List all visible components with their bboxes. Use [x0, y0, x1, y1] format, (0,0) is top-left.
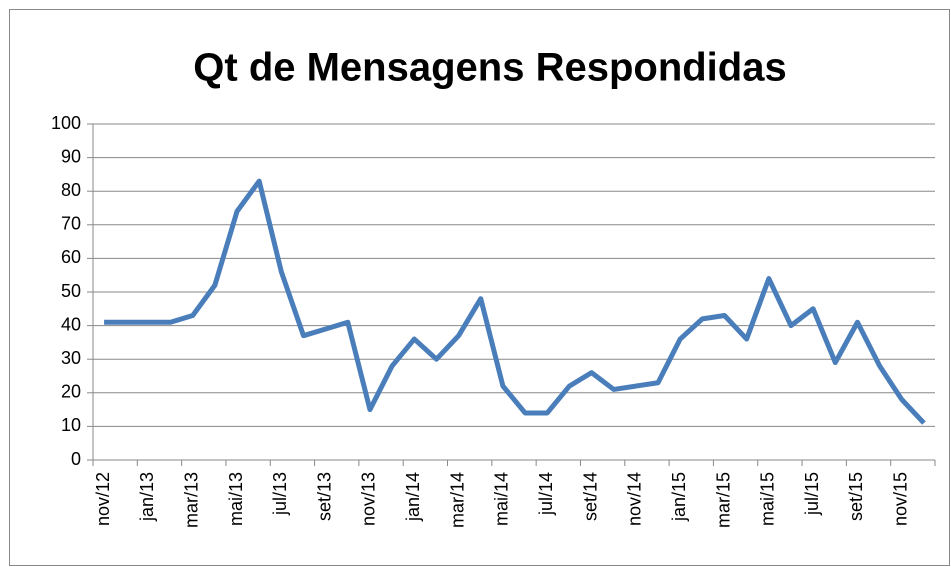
y-tick-label: 100 [51, 113, 81, 133]
x-tick-label: nov/13 [359, 472, 379, 526]
x-tick-label: jan/15 [669, 472, 689, 522]
x-tick-label: mar/13 [181, 472, 201, 528]
x-tick-label: mar/15 [713, 472, 733, 528]
x-tick-label: nov/14 [625, 472, 645, 526]
x-tick-label: nov/12 [93, 472, 113, 526]
x-tick-label: mar/14 [447, 472, 467, 528]
x-tick-label: set/15 [846, 472, 866, 521]
line-series [104, 178, 926, 425]
y-tick-label: 60 [61, 247, 81, 267]
x-tick-label: mai/13 [226, 472, 246, 526]
y-tick-label: 40 [61, 314, 81, 334]
x-tick-label: jul/13 [270, 472, 290, 516]
x-tick-label: set/13 [314, 472, 334, 521]
x-tick-label: set/14 [580, 472, 600, 521]
chart-title: Qt de Mensagens Respondidas [193, 46, 786, 90]
y-tick-label: 50 [61, 281, 81, 301]
y-tick-label: 20 [61, 382, 81, 402]
x-tick-label: jan/13 [137, 472, 157, 522]
x-tick-label: jul/14 [536, 472, 556, 516]
y-tick-label: 10 [61, 415, 81, 435]
x-tick-label: nov/15 [891, 472, 911, 526]
x-tick-label: jan/14 [403, 472, 423, 522]
chart-border [9, 9, 950, 566]
y-tick-label: 80 [61, 180, 81, 200]
y-tick-label: 70 [61, 214, 81, 234]
x-tick-label: mai/14 [492, 472, 512, 526]
y-tick-label: 30 [61, 348, 81, 368]
y-tick-label: 90 [61, 146, 81, 166]
y-tick-label: 0 [71, 449, 81, 469]
x-tick-label: mai/15 [758, 472, 778, 526]
x-tick-label: jul/15 [802, 472, 822, 516]
